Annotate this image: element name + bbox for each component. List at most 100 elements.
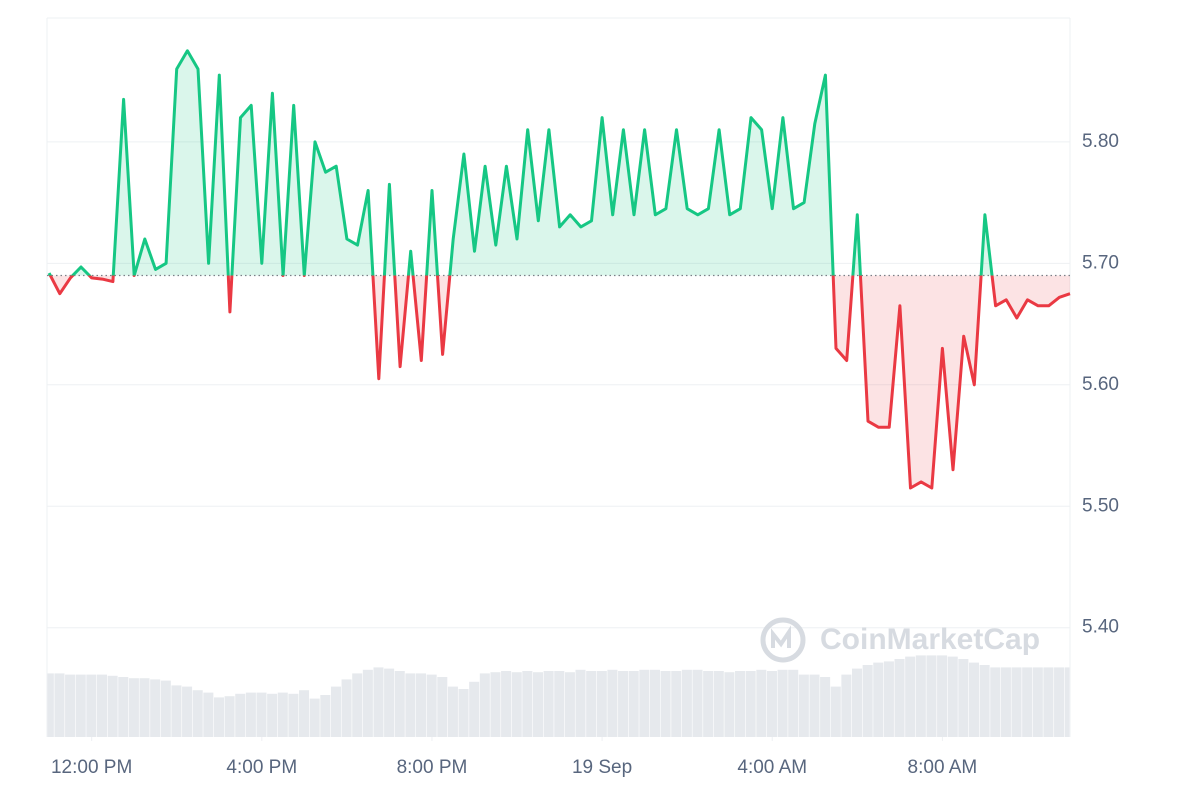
volume-bar [830,686,841,737]
volume-layer [47,655,1070,737]
volume-bar [511,672,522,737]
volume-bar [96,674,108,737]
x-tick-label: 4:00 AM [737,757,807,778]
volume-bar [128,678,139,737]
volume-bar [1064,667,1070,737]
watermark-text: CoinMarketCap [820,623,1040,656]
volume-bar [405,673,416,737]
volume-bar [554,671,565,737]
volume-bar [86,674,97,737]
volume-bar [522,671,533,737]
volume-bar [203,692,214,737]
volume-bar [65,674,76,737]
volume-bar [458,689,469,737]
volume-bar [979,665,990,737]
volume-bar [182,686,193,737]
volume-bar [575,669,586,737]
volume-bar [373,667,384,737]
volume-bar [1000,667,1011,737]
volume-bar [47,673,54,737]
x-tick-label: 19 Sep [572,757,632,778]
volume-bar [192,690,203,737]
volume-bar [213,697,224,737]
y-tick-label: 5.60 [1082,374,1119,395]
volume-bar [1011,667,1022,737]
volume-bar [267,693,278,737]
volume-bar [809,674,820,737]
volume-bar [245,692,256,737]
volume-bar [852,668,863,737]
volume-bar [224,696,235,737]
volume-bar [596,671,607,737]
volume-bar [841,674,852,737]
volume-bar [299,690,310,737]
volume-bar [416,673,427,737]
area-up [49,50,993,276]
x-tick-label: 12:00 PM [51,757,132,778]
volume-bar [915,655,926,737]
price-line-down [48,275,1071,490]
volume-bar [639,669,650,737]
volume-bar [968,662,980,737]
volume-bar [277,692,288,737]
volume-bar [394,671,405,737]
x-tick-label: 4:00 PM [226,757,297,778]
volume-bar [618,671,629,737]
volume-bar [437,677,448,737]
volume-bar [628,671,639,737]
volume-bar [75,674,86,737]
volume-bar [426,674,437,737]
y-tick-label: 5.50 [1082,495,1119,516]
volume-bar [150,679,161,737]
volume-bar [532,672,544,737]
label-layer: 5.40 5.50 5.60 5.70 5.80 12:00 PM 4:00 PM 8:00 … [51,131,1119,778]
volume-bar [724,672,735,737]
volume-bar [384,668,395,737]
volume-bar [756,669,767,737]
volume-bar [1022,667,1033,737]
volume-bar [586,671,597,737]
volume-bar [160,680,171,737]
volume-bar [745,671,756,737]
volume-bar [490,672,501,737]
volume-bar [894,659,905,737]
x-tick-label: 8:00 AM [908,757,978,778]
volume-bar [777,669,788,737]
watermark-logo-mark [771,625,791,648]
watermark: CoinMarketCap [760,617,1040,663]
volume-bar [713,671,724,737]
volume-bar [352,673,363,737]
volume-bar [926,655,937,737]
volume-bar [660,671,671,737]
y-tick-label: 5.40 [1082,617,1119,638]
volume-bar [937,655,948,737]
volume-bar [703,671,714,737]
volume-bar [692,669,703,737]
volume-bar [139,678,150,737]
price-line-up [47,49,994,276]
volume-bar [798,674,809,737]
volume-bar [862,665,873,737]
grid-layer [47,141,1070,629]
volume-bar [649,669,660,737]
y-tick-label: 5.80 [1082,131,1119,152]
volume-bar [735,671,746,737]
plot-layer [47,49,1071,490]
y-tick-label: 5.70 [1082,252,1119,273]
volume-bar [947,656,958,737]
x-tick-label: 8:00 PM [397,757,468,778]
area-down [49,275,1070,488]
volume-bar [564,672,575,737]
volume-bar [256,692,267,737]
volume-bar [607,669,618,737]
volume-bar [171,685,182,737]
volume-bar [990,667,1001,737]
volume-bar [320,695,331,737]
volume-bar [873,662,884,737]
volume-bar [330,686,341,737]
volume-bar [118,677,129,737]
volume-bar [788,669,799,737]
volume-bar [362,669,373,737]
